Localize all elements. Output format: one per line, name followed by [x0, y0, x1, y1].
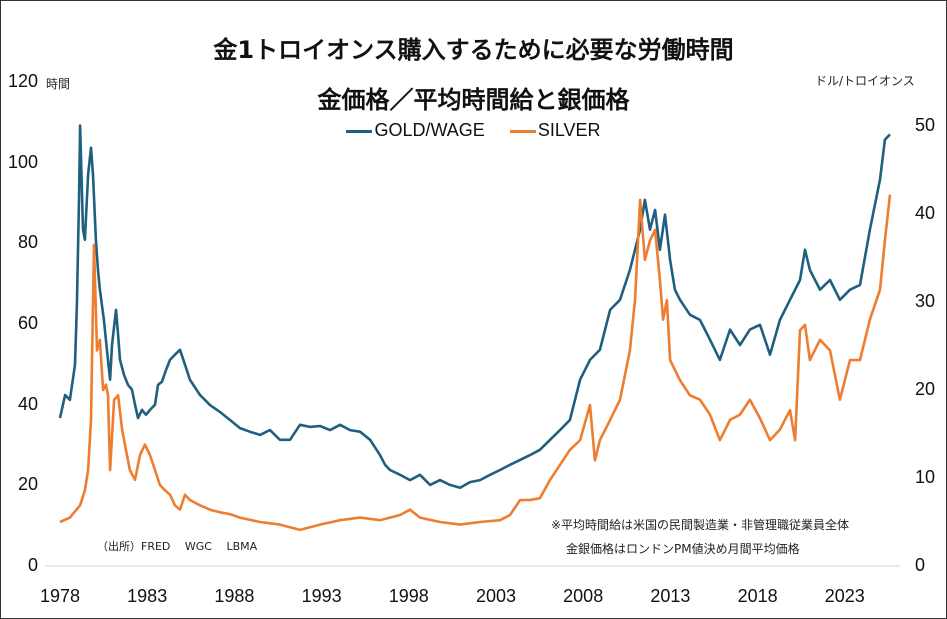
y-right-tick-label: 30 [915, 291, 936, 311]
x-tick-label: 2008 [563, 586, 604, 606]
x-tick-label: 2003 [475, 586, 517, 606]
x-tick-label: 1998 [388, 586, 429, 606]
y-left-tick-label: 60 [17, 313, 38, 333]
x-tick-label: 2018 [737, 586, 778, 606]
x-tick-label: 2013 [650, 586, 691, 606]
y-left-tick-label: 0 [27, 555, 38, 575]
legend-swatch-silver [509, 129, 536, 133]
legend-label-silver: SILVER [537, 120, 601, 140]
y-left-tick-label: 100 [7, 151, 38, 172]
x-tick-label: 2023 [824, 586, 865, 606]
source-note: （出所）FRED WGC LBMA [97, 540, 258, 553]
y-right-tick-label: 40 [915, 203, 936, 223]
x-tick-label: 1993 [301, 586, 342, 606]
legend-silver: SILVER [509, 120, 601, 140]
chart-title: 金1トロイオンス購入するために必要な労働時間 [213, 36, 734, 64]
y-left-tick-label: 120 [7, 71, 38, 91]
legend-label-gold: GOLD/WAGE [374, 120, 485, 140]
y-right-tick-label: 50 [915, 115, 936, 135]
x-tick-label: 1978 [39, 586, 81, 606]
chart-subtitle: 金価格／平均時間給と銀価格 [317, 86, 630, 114]
y-right-tick-label: 10 [915, 467, 936, 487]
footnote-2: 金銀価格はロンドンPM値決め月間平均価格 [566, 542, 800, 556]
y-left-tick-label: 80 [17, 232, 38, 253]
legend-gold-wage: GOLD/WAGE [346, 120, 485, 140]
y-right-tick-label: 0 [915, 555, 926, 575]
x-tick-label: 1983 [127, 586, 168, 606]
legend: GOLD/WAGE SILVER [0, 120, 947, 141]
y-left-tick-label: 20 [17, 474, 38, 495]
right-axis-unit: ドル/トロイオンス [815, 74, 915, 88]
series-line-silver [59, 194, 892, 532]
footnote-1: ※平均時間給は米国の民間製造業・非管理職従業員全体 [551, 518, 850, 532]
left-axis-unit: 時間 [46, 77, 71, 91]
y-left-tick-label: 40 [17, 393, 38, 414]
y-right-tick-label: 20 [915, 379, 936, 399]
x-tick-label: 1988 [214, 586, 255, 606]
series-line-gold-wage [58, 124, 891, 490]
legend-swatch-gold [346, 129, 373, 133]
